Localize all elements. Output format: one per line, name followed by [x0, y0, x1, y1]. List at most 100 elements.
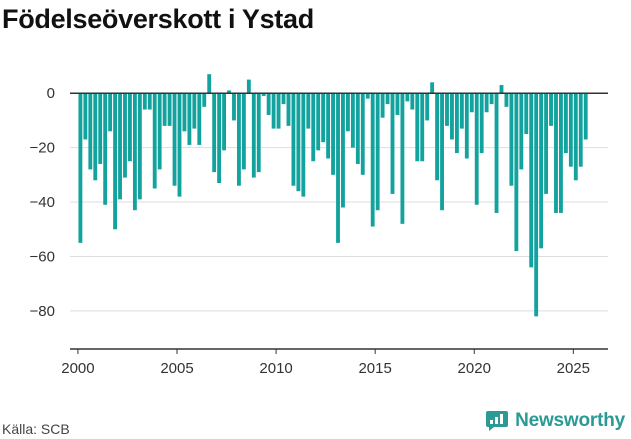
x-tick-label: 2005: [160, 360, 193, 377]
bar: [147, 93, 152, 110]
bar: [256, 93, 261, 173]
bar: [345, 93, 350, 132]
bar: [271, 93, 276, 129]
bar: [440, 93, 444, 211]
bar: [187, 93, 192, 145]
bar: [370, 93, 375, 227]
bar: [410, 93, 415, 110]
bar: [474, 93, 479, 205]
bar: [113, 93, 118, 230]
bar: [524, 93, 529, 135]
bar: [132, 93, 137, 211]
bar: [484, 93, 489, 113]
bar: [261, 93, 266, 96]
bar: [489, 93, 494, 105]
bar: [212, 93, 217, 173]
bar: [123, 93, 127, 178]
bar: [227, 90, 231, 94]
y-tick-label: −40: [30, 194, 55, 211]
x-tick-label: 2025: [557, 360, 590, 377]
bar: [162, 93, 167, 126]
bar: [301, 93, 306, 197]
newsworthy-logo[interactable]: Newsworthy: [485, 409, 625, 433]
bar: [365, 93, 370, 99]
bar: [326, 93, 331, 159]
bar: [350, 93, 355, 148]
bar: [296, 93, 301, 192]
bar: [222, 93, 227, 151]
bar: [390, 93, 395, 194]
bar: [450, 93, 454, 140]
bar-chart: 0 −20 −40 −60 −80 2000 2005 2010 2015 2020 2025: [30, 74, 608, 377]
bar: [430, 82, 435, 94]
bar: [93, 93, 98, 181]
bar: [276, 93, 281, 129]
bar: [549, 93, 553, 126]
bar: [316, 93, 321, 151]
bar: [118, 93, 122, 200]
bar: [157, 93, 162, 170]
bar: [559, 93, 563, 213]
bar: [167, 93, 172, 126]
bar: [435, 93, 440, 181]
brand-name: Newsworthy: [515, 410, 625, 431]
bar: [415, 93, 420, 162]
bar: [459, 93, 464, 129]
source-note: Källa: SCB: [2, 421, 70, 437]
bar: [192, 93, 197, 129]
bar: [291, 93, 296, 186]
bar: [103, 93, 108, 205]
bar: [534, 93, 539, 317]
bar-chart-logo-icon: [486, 411, 509, 431]
bar: [331, 93, 335, 175]
bar: [464, 93, 469, 159]
bar: [232, 93, 236, 121]
bar: [236, 93, 241, 186]
bar: [420, 93, 425, 162]
bar: [380, 93, 385, 118]
bar: [583, 93, 588, 140]
bar: [519, 93, 524, 170]
bar: [217, 93, 222, 184]
bar: [479, 93, 484, 154]
y-tick-label: −80: [30, 303, 55, 320]
bar: [142, 93, 147, 110]
bar: [568, 93, 573, 167]
bar: [251, 93, 256, 178]
bar: [341, 93, 345, 208]
bar: [554, 93, 558, 213]
bar: [266, 93, 271, 115]
bar: [83, 93, 88, 140]
bar: [336, 93, 340, 243]
bar: [539, 93, 544, 249]
bar: [573, 93, 578, 181]
x-tick-label: 2010: [259, 360, 292, 377]
bar: [137, 93, 142, 200]
bar: [578, 93, 583, 167]
axes: 0 −20 −40 −60 −80 2000 2005 2010 2015 2020 2025: [30, 85, 608, 377]
bar: [504, 93, 509, 107]
bar: [514, 93, 519, 252]
bar: [207, 74, 212, 94]
chart-title: Födelseöverskott i Ystad: [2, 4, 314, 34]
bar: [469, 93, 474, 113]
bar: [177, 93, 182, 197]
bar: [98, 93, 103, 164]
bar: [88, 93, 93, 170]
bar: [172, 93, 177, 186]
bar: [395, 93, 400, 115]
x-tick-label: 2020: [458, 360, 491, 377]
y-tick-label: −60: [30, 248, 55, 265]
bar: [454, 93, 459, 154]
bar: [306, 93, 311, 129]
bar: [375, 93, 380, 211]
y-tick-label: 0: [47, 85, 55, 102]
bar: [499, 85, 504, 94]
bar: [355, 93, 360, 164]
bar: [494, 93, 499, 213]
bar: [360, 93, 365, 175]
bar: [202, 93, 207, 107]
bar: [182, 93, 187, 132]
bars: [78, 74, 588, 317]
bar: [445, 93, 449, 126]
